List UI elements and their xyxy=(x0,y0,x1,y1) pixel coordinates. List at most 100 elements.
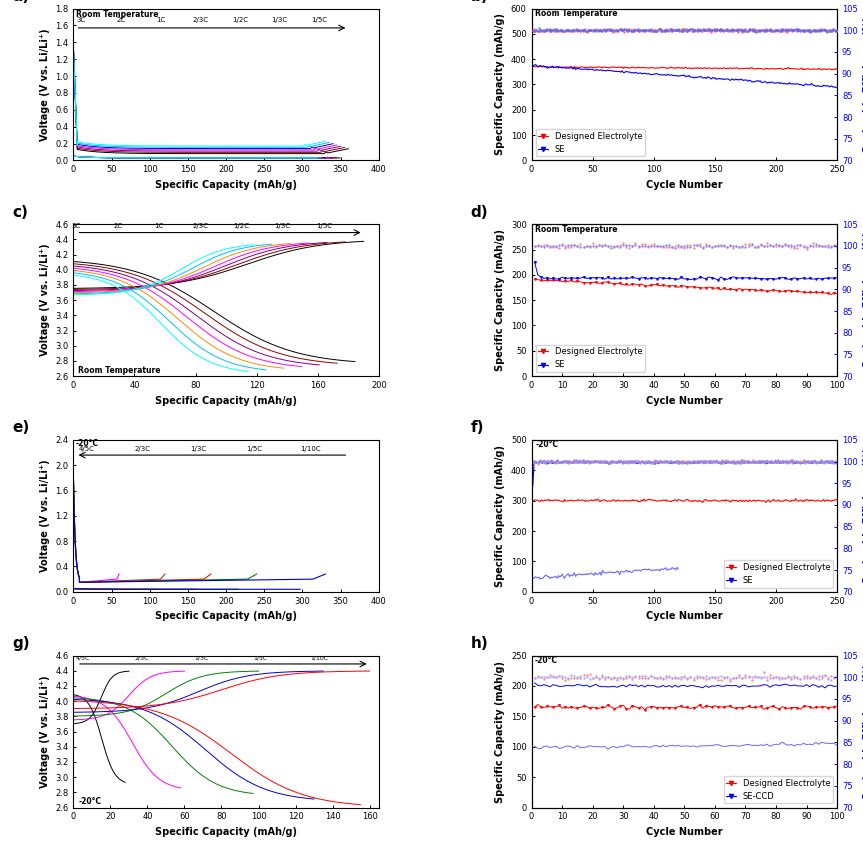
Point xyxy=(707,455,721,468)
Point xyxy=(566,24,580,37)
Point xyxy=(593,455,607,468)
Point xyxy=(551,24,565,37)
Point xyxy=(574,455,588,468)
Point xyxy=(665,241,679,254)
Point xyxy=(540,454,554,468)
Point xyxy=(702,239,715,252)
Point xyxy=(589,454,602,468)
Point xyxy=(545,455,559,468)
Point xyxy=(536,455,550,468)
Point xyxy=(696,241,709,254)
Text: -20°C: -20°C xyxy=(76,439,98,448)
Point xyxy=(802,456,816,469)
Point xyxy=(659,455,673,468)
Point xyxy=(602,23,615,37)
Point xyxy=(740,456,753,469)
Point xyxy=(656,455,670,468)
Point xyxy=(797,454,811,468)
Point xyxy=(560,455,574,468)
Point xyxy=(657,23,671,37)
Point xyxy=(531,24,545,37)
Point xyxy=(683,456,697,469)
Point xyxy=(649,24,663,37)
Point xyxy=(735,454,749,468)
Point xyxy=(739,455,753,468)
Point xyxy=(777,23,791,37)
Point xyxy=(586,239,600,252)
Point xyxy=(663,455,677,468)
Point xyxy=(572,24,586,37)
Point xyxy=(622,23,636,37)
Point xyxy=(712,24,726,37)
Point xyxy=(619,23,633,37)
Point xyxy=(530,455,544,468)
Point xyxy=(772,456,785,469)
Point xyxy=(719,454,733,468)
Point xyxy=(580,240,594,253)
Point xyxy=(765,456,779,469)
Point xyxy=(620,672,633,685)
Text: 2/3C: 2/3C xyxy=(135,446,151,452)
Point xyxy=(678,454,692,468)
Point xyxy=(633,23,647,37)
Point xyxy=(827,23,841,37)
Point xyxy=(819,25,833,38)
Point xyxy=(714,239,728,252)
Point xyxy=(677,22,690,36)
Point xyxy=(528,672,542,685)
Point xyxy=(687,24,701,37)
Point xyxy=(671,454,685,468)
Point xyxy=(752,454,765,468)
Point xyxy=(768,453,782,467)
Point xyxy=(739,25,753,38)
Point xyxy=(741,24,755,37)
Point xyxy=(654,455,668,468)
Point xyxy=(753,238,767,252)
Point xyxy=(671,454,684,468)
Point xyxy=(796,455,809,468)
Point xyxy=(687,455,701,468)
Point xyxy=(772,453,785,467)
Point xyxy=(584,23,598,37)
Point xyxy=(760,671,774,684)
Point xyxy=(621,25,635,38)
Point xyxy=(816,455,829,468)
Point xyxy=(590,455,604,468)
Point xyxy=(528,454,542,468)
Point xyxy=(775,456,789,469)
Point xyxy=(528,671,542,684)
Point xyxy=(801,24,815,37)
Text: 1/2C: 1/2C xyxy=(233,223,249,229)
Point xyxy=(830,670,844,683)
Point xyxy=(777,455,791,468)
Point xyxy=(757,240,771,253)
Point xyxy=(643,455,657,468)
Point xyxy=(757,239,771,252)
Point xyxy=(709,22,723,36)
Point xyxy=(589,455,603,468)
Point xyxy=(727,239,740,252)
Point xyxy=(733,23,746,37)
Point xyxy=(787,670,801,683)
Point xyxy=(628,669,642,683)
Point xyxy=(822,24,835,37)
Point xyxy=(797,672,810,685)
Point xyxy=(689,455,702,468)
Point xyxy=(728,456,742,469)
Point xyxy=(797,241,810,254)
Point xyxy=(583,454,596,468)
Point xyxy=(741,671,755,684)
Point xyxy=(578,455,592,468)
Point xyxy=(750,25,764,38)
Point xyxy=(601,22,614,36)
Point xyxy=(641,23,655,37)
Point xyxy=(662,25,676,38)
Point xyxy=(633,455,646,468)
Text: 1/10C: 1/10C xyxy=(299,446,320,452)
Point xyxy=(610,456,624,469)
Point xyxy=(597,455,611,468)
Point xyxy=(614,238,627,252)
Point xyxy=(825,24,839,37)
Point xyxy=(589,23,603,37)
Point xyxy=(584,24,598,37)
